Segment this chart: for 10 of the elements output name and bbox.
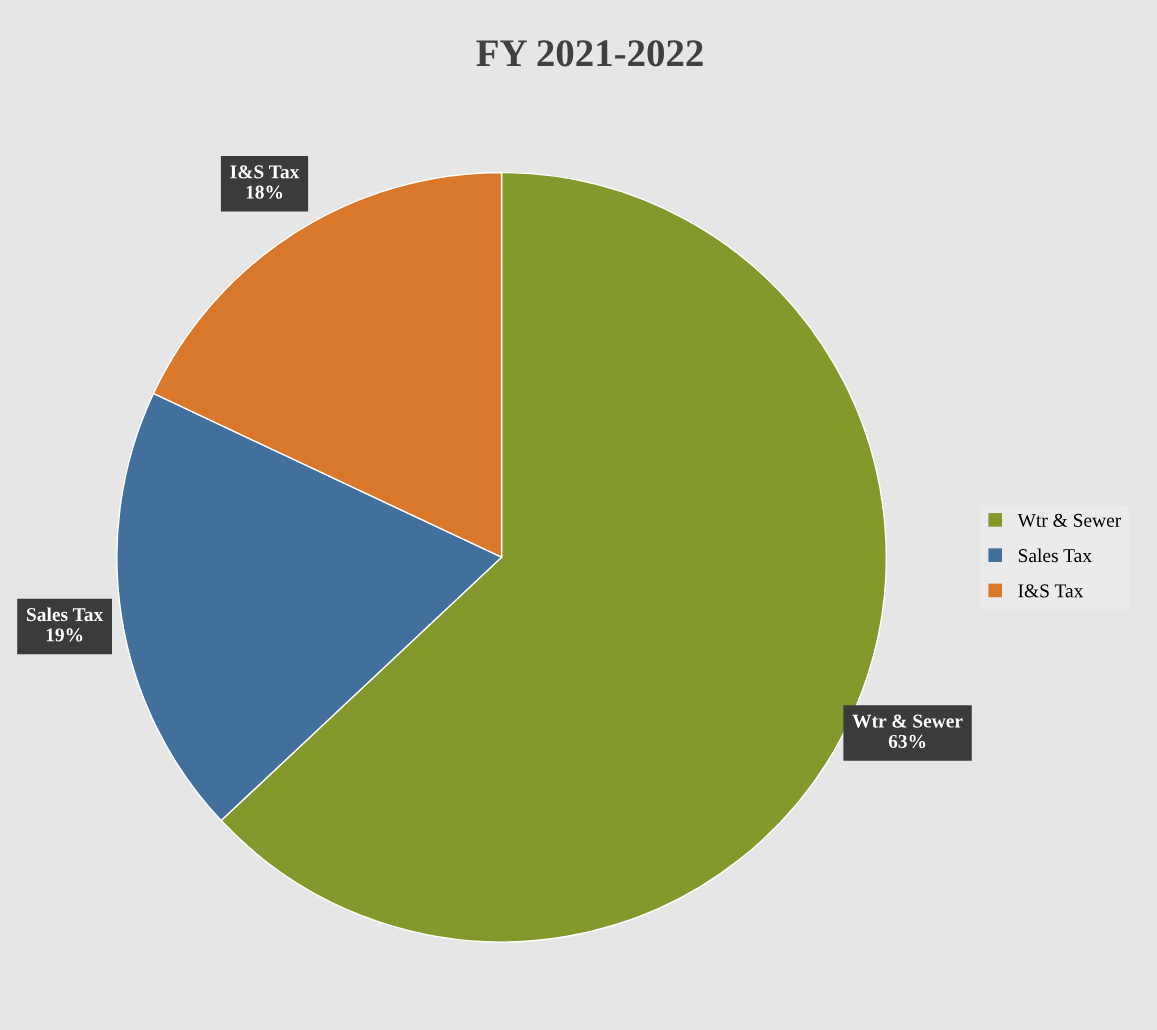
legend-label: Wtr & Sewer bbox=[1017, 513, 1122, 528]
legend-label: Sales Tax bbox=[1018, 548, 1092, 563]
slice-label: I&S Tax bbox=[230, 165, 300, 179]
slice-label: Wtr & Sewer bbox=[852, 714, 963, 728]
data-label: 18% bbox=[246, 185, 283, 199]
slice-label: Sales Tax bbox=[26, 607, 104, 622]
data-label: 19% bbox=[46, 628, 83, 642]
data-label: 63% bbox=[888, 734, 926, 749]
chart-title: FY 2021-2022 bbox=[476, 40, 703, 67]
legend-label: I&S Tax bbox=[1018, 584, 1084, 598]
